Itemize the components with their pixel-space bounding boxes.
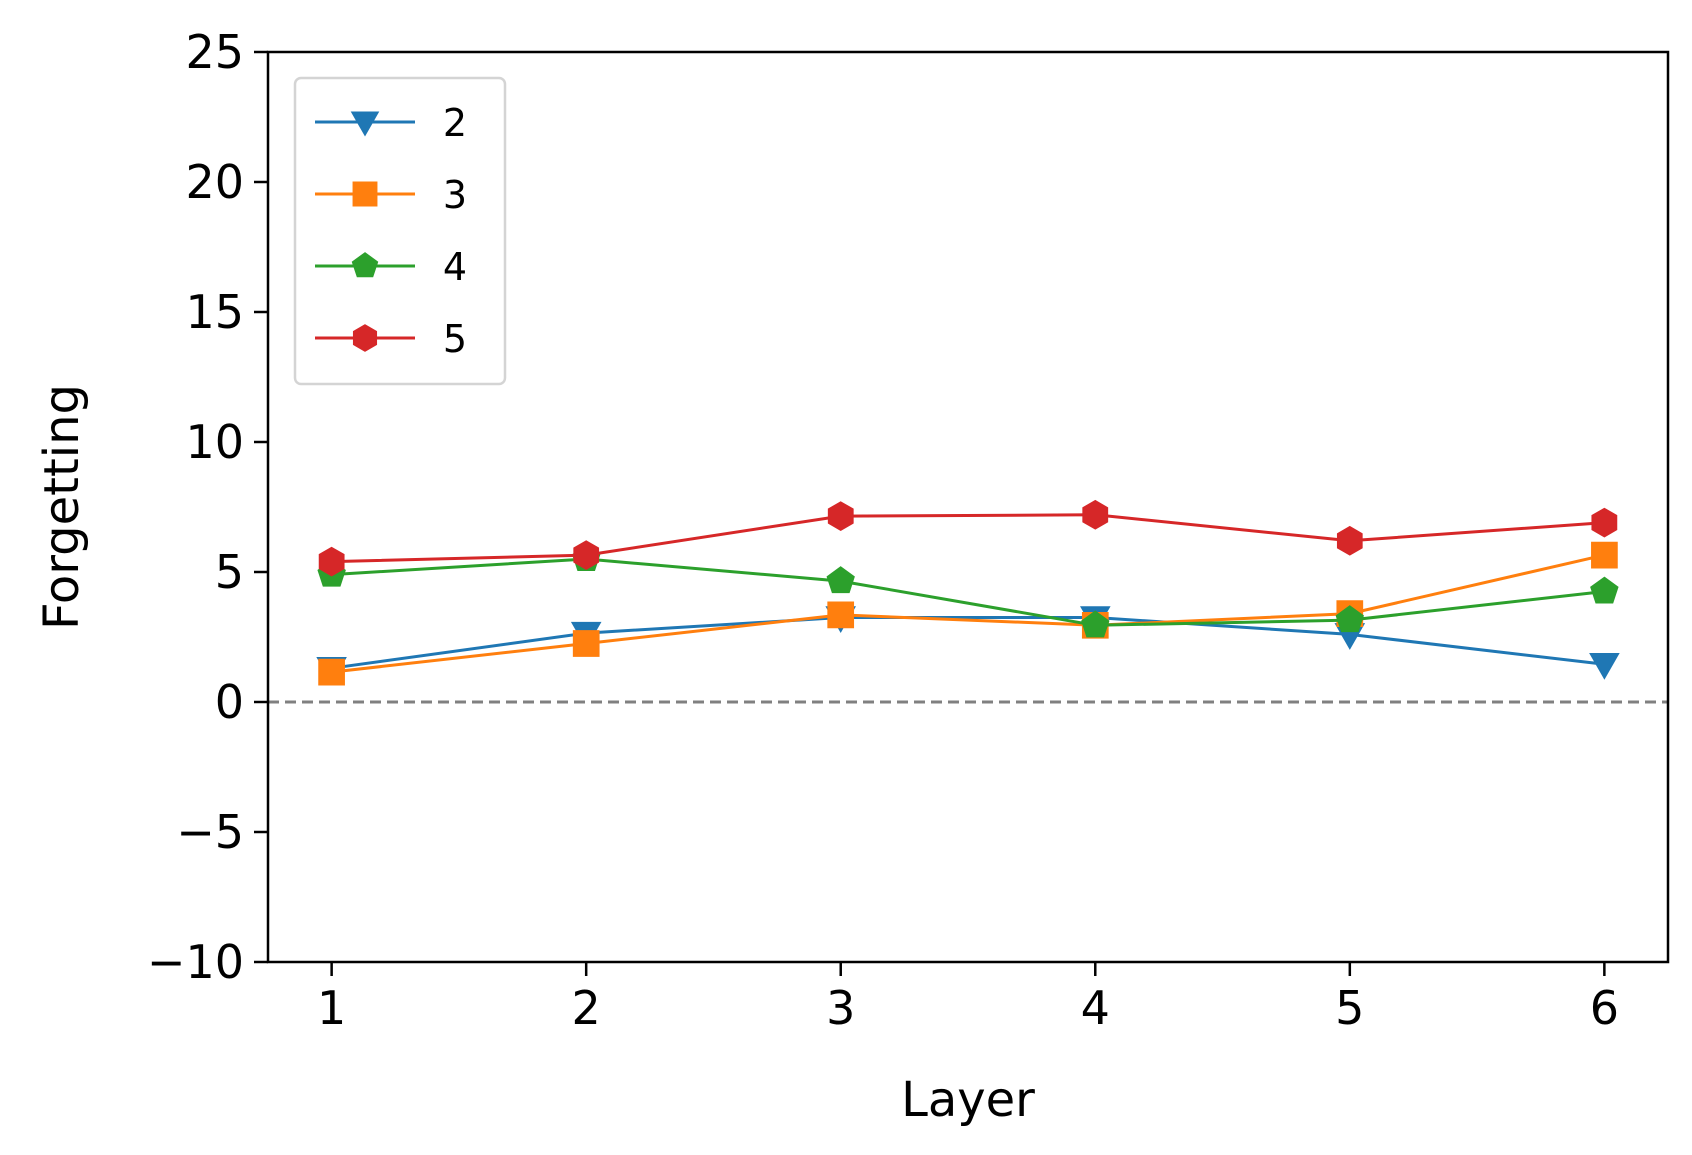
legend-entry: 3 <box>315 173 467 217</box>
y-tick-label: 25 <box>185 25 244 79</box>
y-axis: −10 −5 0 5 10 15 20 25 <box>147 25 268 989</box>
data-point <box>318 546 345 577</box>
y-tick-label: 0 <box>215 675 244 729</box>
legend-marker <box>352 181 378 207</box>
series-4 <box>317 544 1619 638</box>
legend: 2 3 4 5 <box>293 76 507 386</box>
data-point <box>1589 653 1620 680</box>
data-point <box>1082 499 1109 530</box>
series-line <box>331 616 1605 670</box>
series-line <box>331 557 1605 627</box>
x-tick-label: 5 <box>1335 981 1364 1035</box>
y-axis-title: Forgetting <box>34 384 90 630</box>
legend-label: 4 <box>443 245 467 289</box>
legend-label: 2 <box>443 101 467 145</box>
data-point <box>1590 576 1619 604</box>
y-tick-label: 10 <box>185 415 244 469</box>
data-point <box>1335 605 1364 633</box>
series-2 <box>316 606 1620 684</box>
legend-marker <box>350 111 380 137</box>
series-line <box>331 553 1605 674</box>
x-axis-title: Layer <box>901 1072 1035 1128</box>
legend-marker <box>352 324 378 352</box>
legend-box <box>293 76 507 386</box>
x-tick-label: 6 <box>1590 981 1619 1035</box>
legend-entry: 2 <box>315 101 467 145</box>
series-5 <box>318 499 1618 577</box>
legend-entry: 4 <box>315 245 467 289</box>
y-tick-label: 5 <box>215 545 244 599</box>
data-point <box>572 630 600 657</box>
y-tick-label: 20 <box>185 155 244 209</box>
x-axis: 1 2 3 4 5 6 <box>317 962 1619 1035</box>
data-point <box>826 566 855 594</box>
y-tick-label: −5 <box>176 805 244 859</box>
data-point <box>1591 541 1618 569</box>
x-tick-label: 4 <box>1081 981 1110 1035</box>
legend-label: 3 <box>443 173 467 217</box>
legend-label: 5 <box>443 317 467 361</box>
data-point <box>1591 507 1618 538</box>
plot-area <box>268 499 1668 704</box>
data-point <box>1336 525 1363 556</box>
legend-marker <box>351 252 379 278</box>
legend-entry: 5 <box>315 317 467 361</box>
data-point <box>827 501 854 531</box>
x-tick-label: 3 <box>826 981 855 1035</box>
data-point <box>1081 610 1110 638</box>
series-line <box>331 513 1605 564</box>
data-point <box>318 658 345 686</box>
data-point <box>827 601 855 629</box>
data-point <box>573 540 600 570</box>
y-tick-label: −10 <box>147 935 244 989</box>
y-tick-label: 15 <box>185 285 244 339</box>
x-tick-label: 1 <box>317 981 346 1035</box>
x-tick-label: 2 <box>572 981 601 1035</box>
series-3 <box>318 541 1618 686</box>
plot-frame <box>266 50 1670 964</box>
